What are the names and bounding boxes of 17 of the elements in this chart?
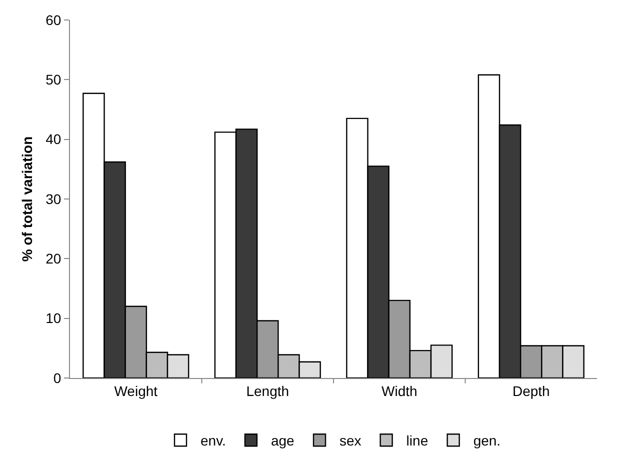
x-tick-label: Weight [114, 382, 158, 399]
y-tick-label: 20 [46, 250, 62, 267]
x-tick-label: Depth [512, 382, 550, 399]
y-tick-label: 10 [46, 310, 62, 326]
y-axis-title: % of total variation [19, 136, 35, 262]
legend-label: line [406, 432, 428, 449]
legend-label: age [270, 432, 295, 449]
y-tick-label: 60 [46, 12, 62, 28]
y-tick-label: 40 [46, 131, 62, 148]
y-tick-label: 0 [53, 370, 62, 386]
legend-label: gen. [473, 432, 501, 449]
y-tick-label: 50 [46, 72, 62, 88]
legend-label: env. [200, 432, 226, 449]
x-tick-label: Length [246, 382, 290, 399]
x-tick-label: Width [381, 382, 418, 399]
legend-label: sex [340, 432, 362, 449]
y-tick-label: 30 [46, 190, 62, 207]
